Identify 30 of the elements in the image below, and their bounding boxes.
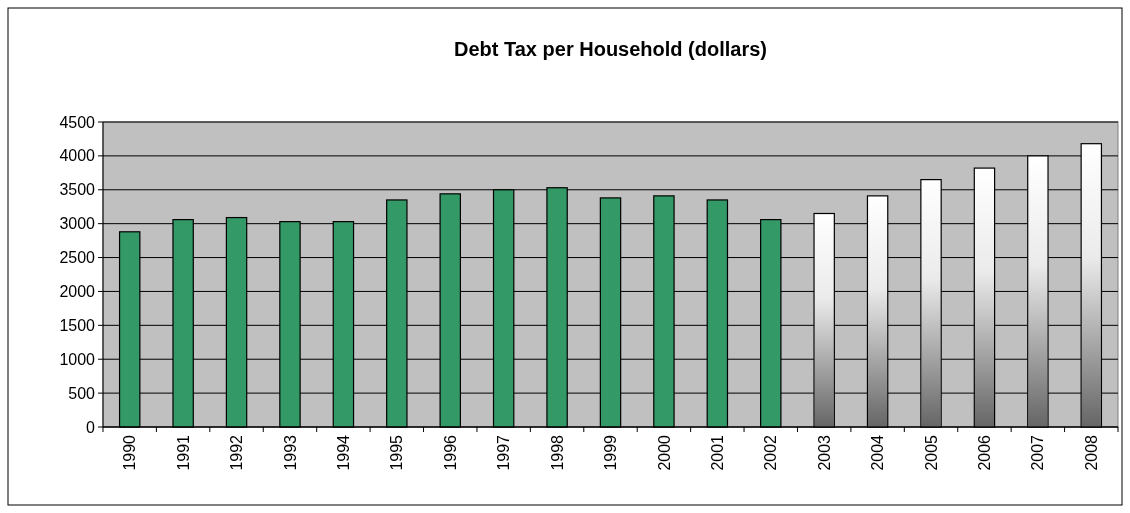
y-tick-label: 1500 (59, 316, 96, 334)
x-tick-label: 1997 (495, 434, 513, 471)
x-tick-label: 1991 (174, 434, 192, 471)
x-tick-label: 1990 (121, 434, 139, 471)
chart-title: Debt Tax per Household (dollars) (454, 38, 767, 60)
y-tick-label: 3000 (59, 215, 96, 233)
x-tick-label: 2006 (976, 434, 994, 471)
x-tick-label: 2007 (1029, 434, 1047, 471)
x-tick-label: 1995 (388, 434, 406, 471)
x-tick-label: 1993 (281, 434, 299, 471)
y-tick-label: 500 (68, 384, 96, 402)
x-tick-label: 1996 (441, 434, 459, 471)
x-tick-label: 2001 (708, 434, 726, 471)
x-tick-label: 2004 (869, 434, 887, 471)
y-tick-label: 4000 (59, 147, 96, 165)
x-tick-label: 2003 (815, 434, 833, 471)
y-tick-label: 1000 (59, 350, 96, 368)
y-tick-label: 4500 (59, 113, 96, 131)
x-tick-label: 1992 (228, 434, 246, 471)
y-tick-label: 2000 (59, 283, 96, 301)
x-tick-label: 2000 (655, 434, 673, 471)
x-tick-label: 2008 (1082, 434, 1100, 471)
x-tick-label: 1994 (334, 434, 352, 471)
x-tick-label: 1998 (548, 434, 566, 471)
x-tick-label: 1999 (602, 434, 620, 471)
y-tick-label: 2500 (59, 249, 96, 267)
x-tick-label: 2005 (922, 434, 940, 471)
y-tick-label: 0 (86, 418, 96, 436)
y-tick-label: 3500 (59, 181, 96, 199)
x-tick-label: 2002 (762, 434, 780, 471)
